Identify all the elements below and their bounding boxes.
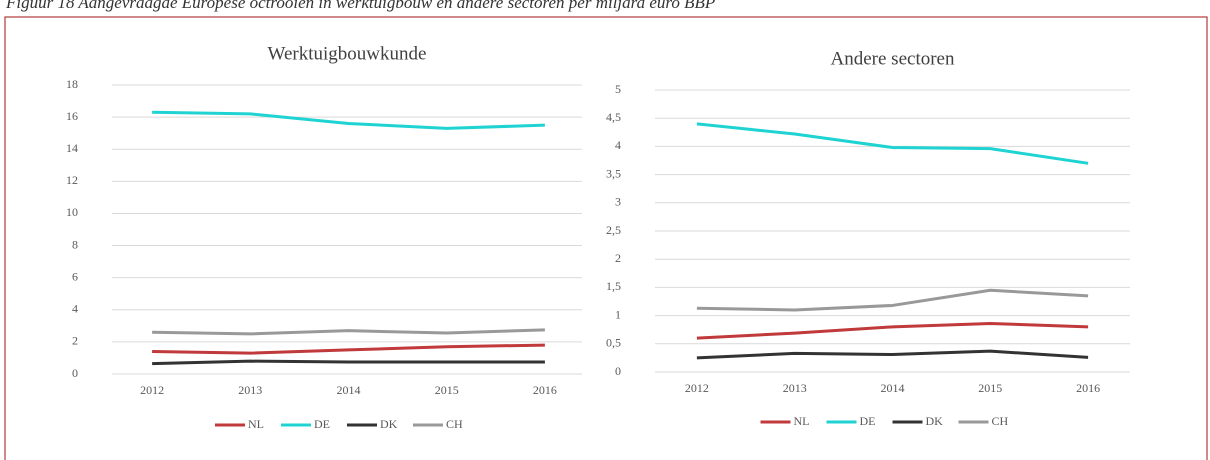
y-tick-label: 18 — [66, 77, 78, 91]
legend-label: NL — [248, 417, 264, 431]
x-tick-label: 2013 — [238, 383, 262, 397]
x-tick-label: 2016 — [1076, 381, 1100, 395]
y-tick-label: 0 — [615, 364, 621, 378]
y-tick-label: 10 — [66, 205, 78, 219]
y-tick-label: 3 — [615, 195, 621, 209]
chart-title: Werktuigbouwkunde — [268, 43, 427, 64]
series-line — [152, 328, 545, 336]
y-tick-label: 1 — [615, 307, 621, 321]
series-line — [152, 110, 545, 130]
caption: Figuur 18 Aangevraagde Europese octrooie… — [5, 0, 715, 12]
x-tick-label: 2015 — [435, 383, 459, 397]
y-tick-label: 4 — [615, 138, 621, 152]
x-tick-label: 2015 — [978, 381, 1002, 395]
y-tick-label: 5 — [615, 82, 621, 96]
y-tick-label: 4,5 — [606, 110, 621, 124]
legend-label: DE — [860, 414, 876, 428]
y-tick-label: 14 — [66, 141, 78, 155]
y-tick-label: 4 — [72, 302, 78, 316]
y-tick-label: 8 — [72, 237, 78, 251]
x-tick-label: 2012 — [685, 381, 709, 395]
y-tick-label: 0 — [72, 366, 78, 380]
x-tick-label: 2016 — [533, 383, 557, 397]
y-tick-label: 2 — [615, 251, 621, 265]
y-tick-label: 3,5 — [606, 166, 621, 180]
legend-label: NL — [794, 414, 810, 428]
y-tick-label: 0,5 — [606, 336, 621, 350]
legend-label: DK — [380, 417, 398, 431]
series-line — [696, 321, 1089, 340]
legend-label: DK — [926, 414, 944, 428]
x-tick-label: 2012 — [140, 383, 164, 397]
y-tick-label: 1,5 — [606, 279, 621, 293]
y-tick-label: 2,5 — [606, 223, 621, 237]
frame — [4, 16, 1208, 460]
legend-label: CH — [446, 417, 463, 431]
series-line — [696, 288, 1089, 312]
chart-title: Andere sectoren — [831, 48, 955, 69]
x-tick-label: 2014 — [881, 381, 905, 395]
series-line — [152, 359, 545, 366]
series-line — [152, 343, 545, 355]
y-tick-label: 12 — [66, 173, 78, 187]
x-tick-label: 2014 — [337, 383, 361, 397]
series-line — [696, 349, 1089, 360]
x-tick-label: 2013 — [783, 381, 807, 395]
y-tick-label: 16 — [66, 109, 78, 123]
y-tick-label: 6 — [72, 269, 78, 283]
legend-label: DE — [314, 417, 330, 431]
y-tick-label: 2 — [72, 334, 78, 348]
legend-label: CH — [992, 414, 1009, 428]
series-line — [696, 122, 1089, 165]
